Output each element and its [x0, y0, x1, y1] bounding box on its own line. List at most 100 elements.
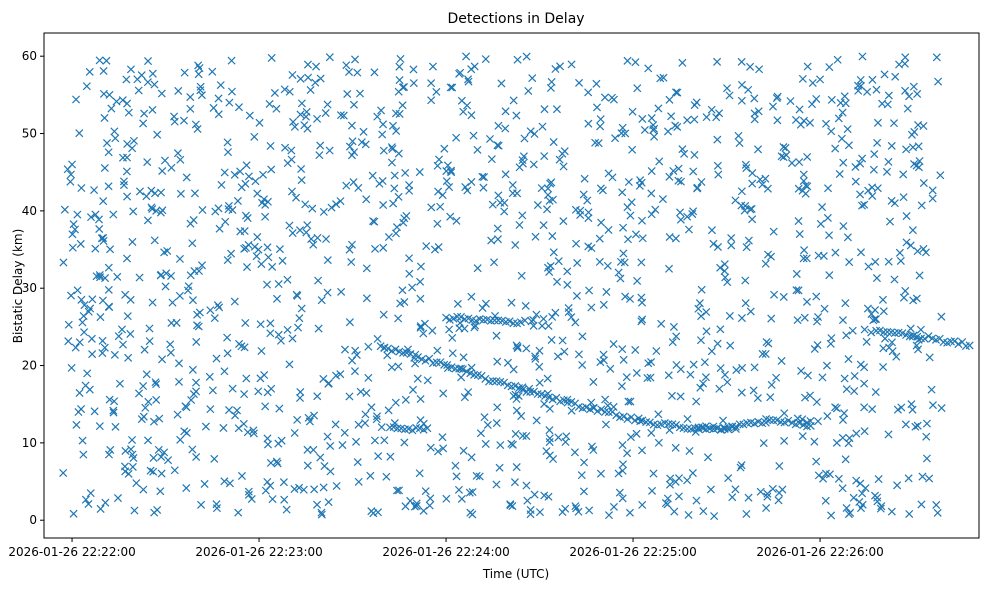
- clutter-point: [82, 82, 91, 91]
- track-point: [653, 421, 662, 430]
- clutter-point: [214, 110, 223, 119]
- clutter-point: [767, 380, 776, 389]
- clutter-point: [379, 146, 388, 155]
- clutter-point: [399, 218, 408, 227]
- clutter-point: [584, 242, 593, 251]
- clutter-point: [531, 354, 540, 363]
- track-point: [466, 369, 475, 378]
- clutter-point: [274, 330, 283, 339]
- clutter-point: [232, 406, 242, 415]
- clutter-point: [415, 469, 424, 478]
- clutter-point: [620, 258, 629, 267]
- clutter-point: [324, 379, 333, 388]
- clutter-point: [340, 428, 349, 437]
- clutter-point: [542, 447, 551, 456]
- clutter-point: [583, 196, 592, 205]
- clutter-point: [803, 371, 812, 380]
- clutter-point: [152, 395, 161, 404]
- clutter-point: [96, 313, 105, 322]
- clutter-point: [619, 223, 628, 232]
- clutter-point: [84, 499, 93, 509]
- clutter-point: [442, 177, 451, 186]
- clutter-point: [319, 374, 328, 383]
- clutter-point: [834, 114, 843, 123]
- clutter-point: [508, 189, 517, 198]
- clutter-point: [802, 254, 811, 263]
- clutter-point: [618, 494, 627, 503]
- clutter-point: [241, 179, 250, 188]
- clutter-point: [856, 159, 865, 168]
- clutter-point: [540, 491, 549, 500]
- clutter-point: [601, 420, 610, 429]
- clutter-point: [278, 256, 287, 265]
- clutter-point: [638, 446, 647, 455]
- clutter-point: [671, 88, 681, 97]
- clutter-point: [637, 258, 646, 267]
- clutter-point: [244, 490, 253, 499]
- clutter-point: [351, 346, 360, 355]
- track-point: [887, 328, 896, 337]
- clutter-point: [405, 254, 414, 263]
- clutter-point: [584, 214, 593, 223]
- clutter-point: [434, 187, 443, 196]
- clutter-point: [168, 298, 177, 307]
- clutter-point: [98, 336, 107, 345]
- clutter-point: [297, 99, 306, 108]
- clutter-point: [212, 504, 221, 513]
- clutter-point: [748, 179, 757, 188]
- clutter-point: [176, 155, 185, 164]
- clutter-point: [632, 429, 641, 438]
- clutter-point: [667, 112, 676, 121]
- clutter-point: [884, 91, 893, 100]
- clutter-point: [121, 290, 130, 299]
- clutter-point: [395, 76, 404, 85]
- clutter-point: [594, 139, 603, 148]
- clutter-point: [702, 113, 711, 122]
- clutter-point: [604, 225, 613, 234]
- clutter-point: [123, 312, 132, 321]
- clutter-point: [937, 312, 946, 321]
- clutter-point: [520, 316, 529, 325]
- track-point: [529, 387, 538, 396]
- track-point: [410, 353, 419, 362]
- clutter-point: [347, 258, 356, 267]
- clutter-point: [531, 352, 540, 361]
- clutter-point: [324, 498, 333, 507]
- clutter-point: [567, 313, 576, 322]
- clutter-point: [713, 135, 722, 144]
- clutter-point: [405, 186, 414, 195]
- clutter-point: [80, 301, 89, 310]
- clutter-point: [332, 200, 341, 209]
- clutter-point: [100, 343, 109, 352]
- clutter-point: [216, 81, 225, 90]
- x-tick-label: 2026-01-26 22:26:00: [756, 545, 883, 559]
- y-tick-label: 50: [22, 127, 37, 141]
- clutter-point: [394, 192, 403, 201]
- clutter-point: [856, 479, 865, 488]
- chart-title: Detections in Delay: [447, 11, 584, 27]
- clutter-point: [856, 248, 866, 257]
- clutter-point: [148, 105, 157, 114]
- clutter-point: [741, 276, 750, 285]
- clutter-point: [175, 291, 184, 300]
- clutter-point: [535, 508, 544, 517]
- clutter-point: [428, 62, 437, 71]
- clutter-point: [144, 397, 153, 406]
- clutter-point: [787, 159, 796, 168]
- clutter-point: [668, 338, 677, 347]
- clutter-point: [716, 263, 725, 272]
- track-point: [559, 396, 568, 405]
- clutter-point: [149, 417, 158, 426]
- track-point: [728, 422, 737, 432]
- clutter-point: [295, 226, 305, 235]
- clutter-point: [744, 236, 753, 245]
- clutter-point: [290, 428, 299, 437]
- clutter-point: [511, 240, 520, 250]
- clutter-point: [800, 246, 809, 255]
- clutter-point: [637, 216, 647, 225]
- clutter-point: [887, 507, 896, 516]
- clutter-point: [445, 183, 454, 192]
- clutter-point: [603, 261, 612, 270]
- clutter-point: [167, 318, 176, 328]
